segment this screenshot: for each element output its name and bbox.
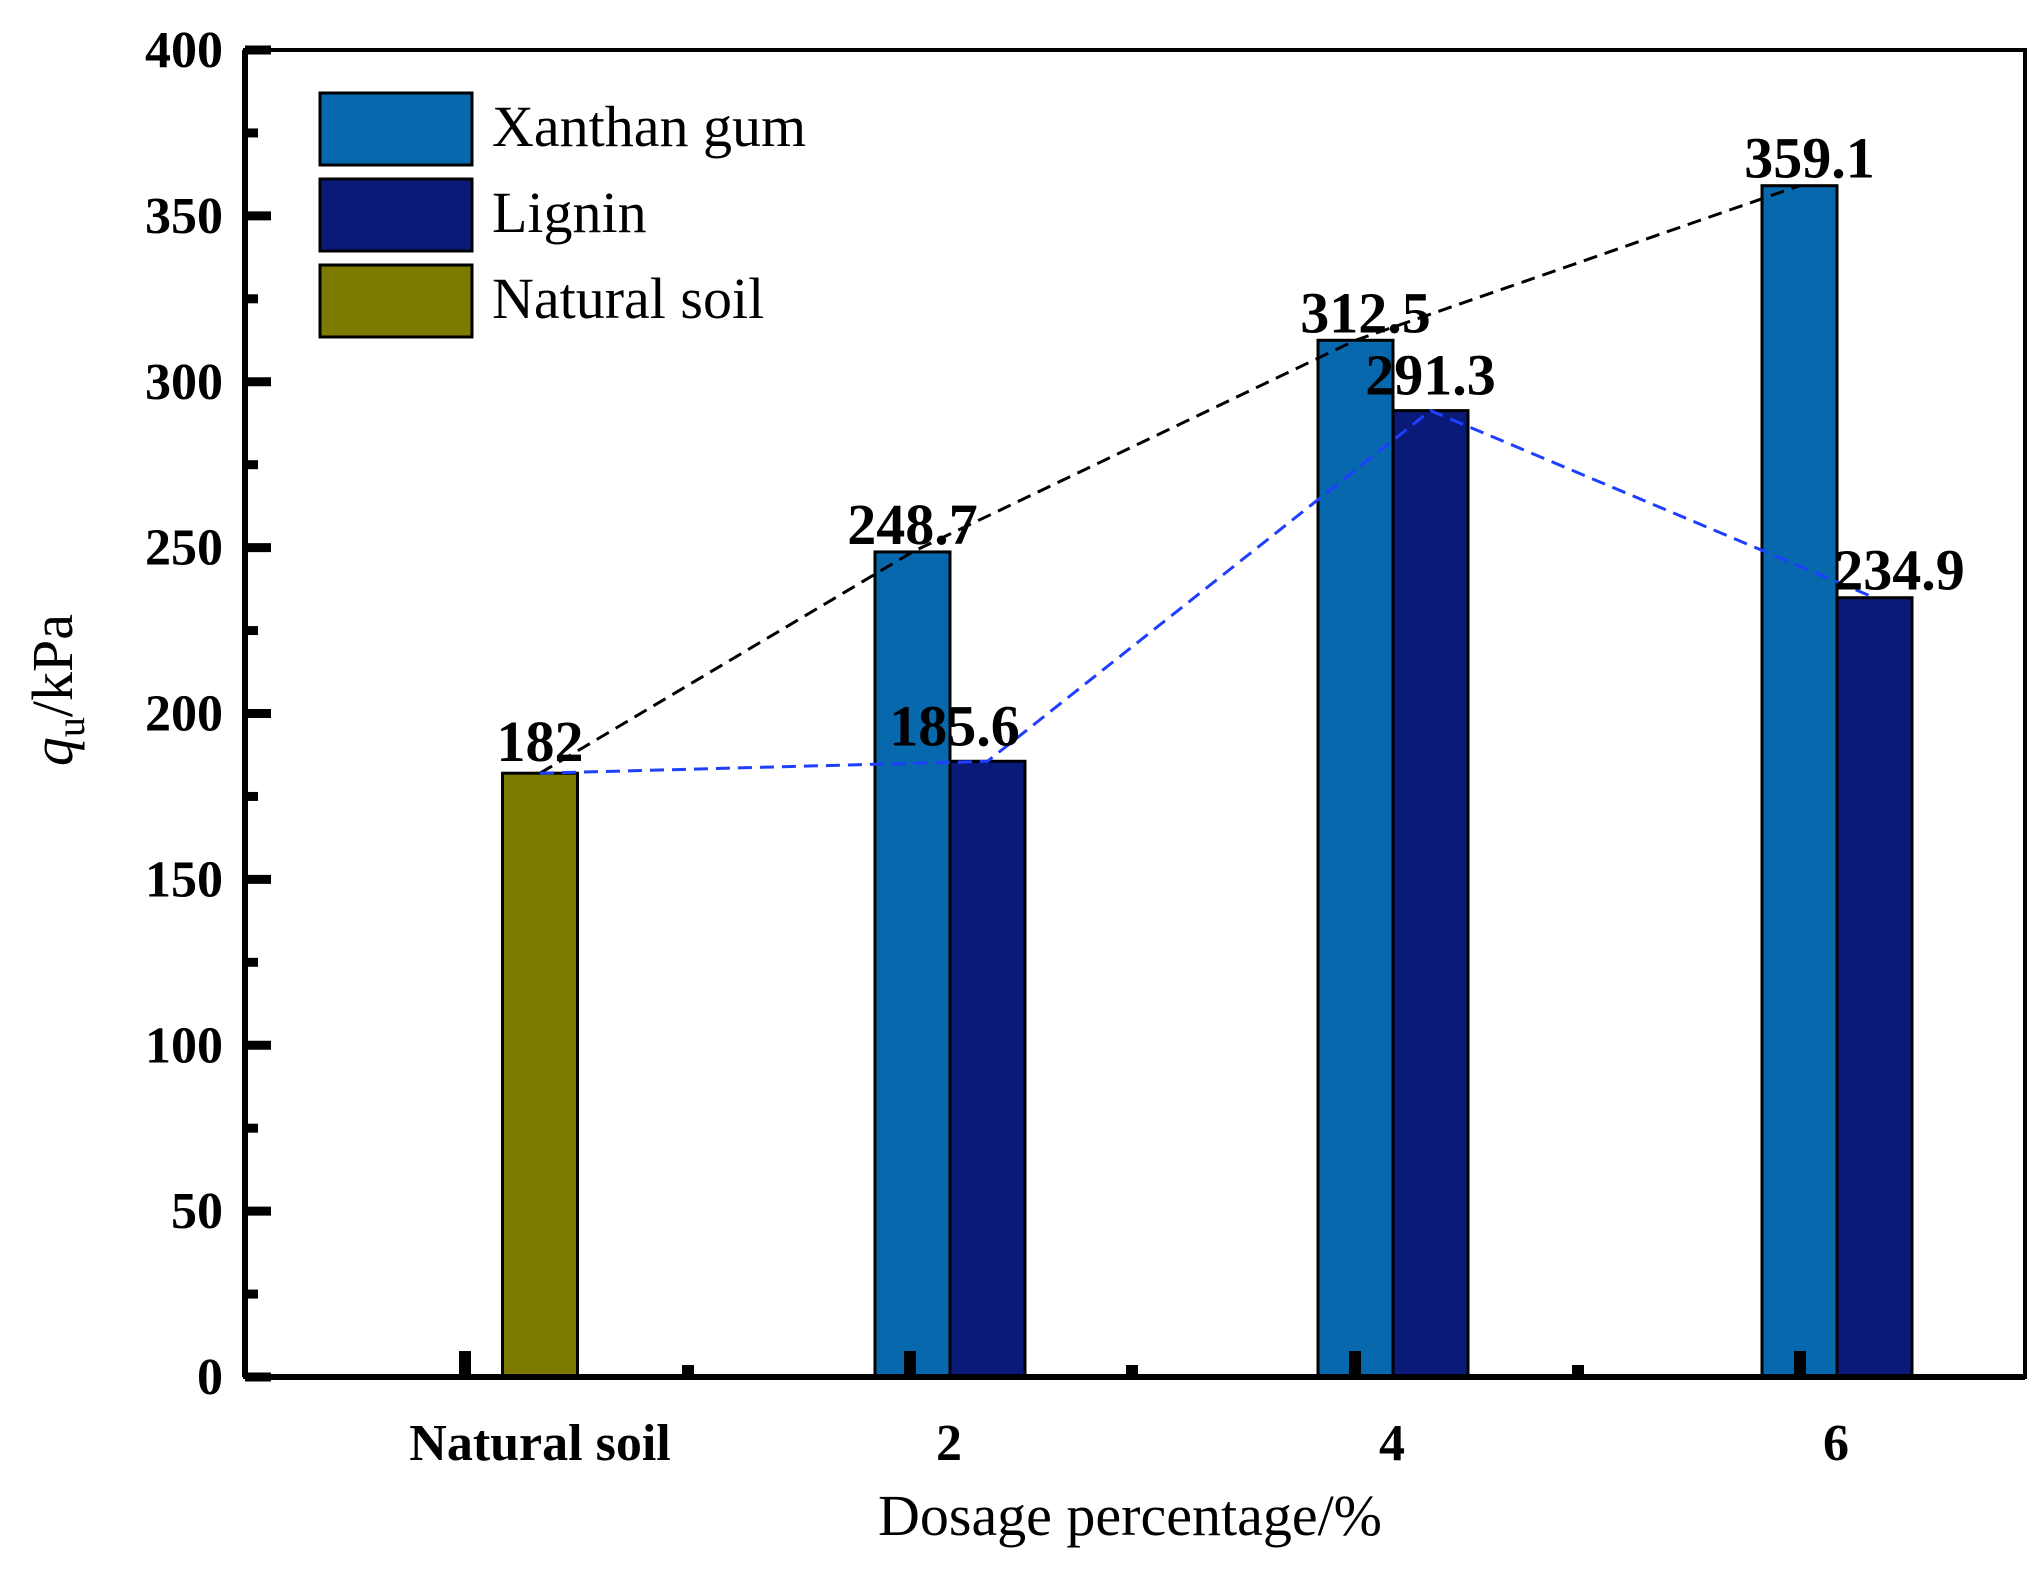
data-label-xanthan-gum: 312.5: [1300, 280, 1431, 345]
data-label-natural-soil: 182: [497, 709, 584, 774]
trend-lines: [539, 184, 1876, 775]
bar-lignin-6: [1835, 596, 1914, 1379]
lignin-trend-line: [539, 408, 1876, 775]
bar-lignin-4: [1391, 409, 1470, 1379]
x-axis-title: Dosage percentage/%: [878, 1483, 1382, 1548]
y-axis-title: qu/kPa: [20, 614, 93, 766]
data-labels: 248.7 312.5 359.1 185.6 291.3 234.9 182: [497, 126, 1965, 775]
data-label-lignin: 234.9: [1834, 538, 1965, 603]
legend-label-lignin: Lignin: [492, 180, 647, 245]
data-label-xanthan-gum: 248.7: [847, 492, 978, 557]
x-tick-label: Natural soil: [409, 1415, 670, 1472]
y-tick-label: 400: [145, 22, 223, 79]
y-tick-label: 0: [197, 1349, 223, 1406]
legend-label-xanthan-gum: Xanthan gum: [492, 94, 806, 159]
data-label-lignin: 291.3: [1365, 343, 1496, 408]
x-tick-label: 4: [1379, 1415, 1405, 1472]
legend: Xanthan gum Lignin Natural soil: [318, 91, 806, 339]
legend-swatch-xanthan-gum: [318, 91, 474, 167]
y-tick-label: 200: [145, 686, 223, 743]
y-tick-label: 250: [145, 520, 223, 577]
bar-lignin-2: [948, 759, 1027, 1379]
bars: [501, 184, 1914, 1379]
axes: 0 50 100 150 200 250 300 350 400 Natural soil 2 4 6: [145, 22, 2027, 1472]
data-label-xanthan-gum: 359.1: [1744, 126, 1875, 191]
bar-xanthan-gum-6: [1760, 184, 1839, 1379]
legend-swatch-natural-soil: [318, 263, 474, 339]
legend-label-natural-soil: Natural soil: [492, 266, 764, 331]
legend-swatch-lignin: [318, 177, 474, 253]
bar-xanthan-gum-2: [873, 550, 952, 1379]
y-tick-label: 100: [145, 1017, 223, 1074]
y-tick-label: 300: [145, 354, 223, 411]
bar-natural-soil-natural-soil: [501, 771, 579, 1379]
y-tick-label: 50: [171, 1183, 223, 1240]
x-tick-label: 2: [936, 1415, 962, 1472]
data-label-lignin: 185.6: [889, 693, 1020, 758]
x-tick-label: 6: [1823, 1415, 1849, 1472]
y-tick-label: 150: [145, 851, 223, 908]
bar-xanthan-gum-4: [1316, 338, 1395, 1379]
y-tick-label: 350: [145, 188, 223, 245]
